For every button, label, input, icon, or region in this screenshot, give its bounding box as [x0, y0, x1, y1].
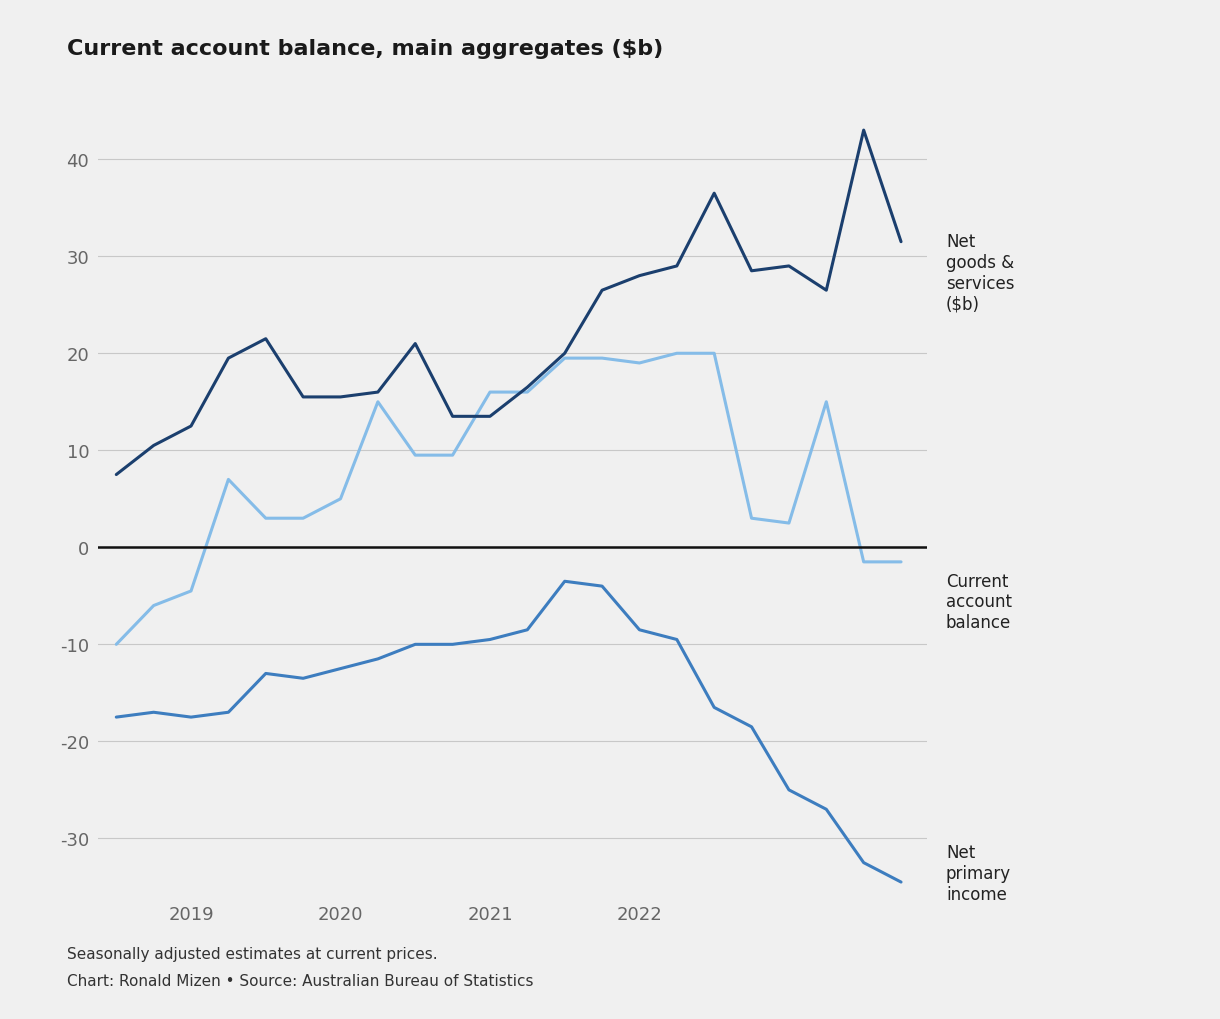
- Text: Current
account
balance: Current account balance: [946, 572, 1011, 632]
- Text: Chart: Ronald Mizen • Source: Australian Bureau of Statistics: Chart: Ronald Mizen • Source: Australian…: [67, 973, 533, 988]
- Text: Net
goods &
services
($b): Net goods & services ($b): [946, 232, 1014, 313]
- Text: Current account balance, main aggregates ($b): Current account balance, main aggregates…: [67, 39, 664, 59]
- Text: Seasonally adjusted estimates at current prices.: Seasonally adjusted estimates at current…: [67, 946, 438, 961]
- Text: Net
primary
income: Net primary income: [946, 844, 1011, 903]
